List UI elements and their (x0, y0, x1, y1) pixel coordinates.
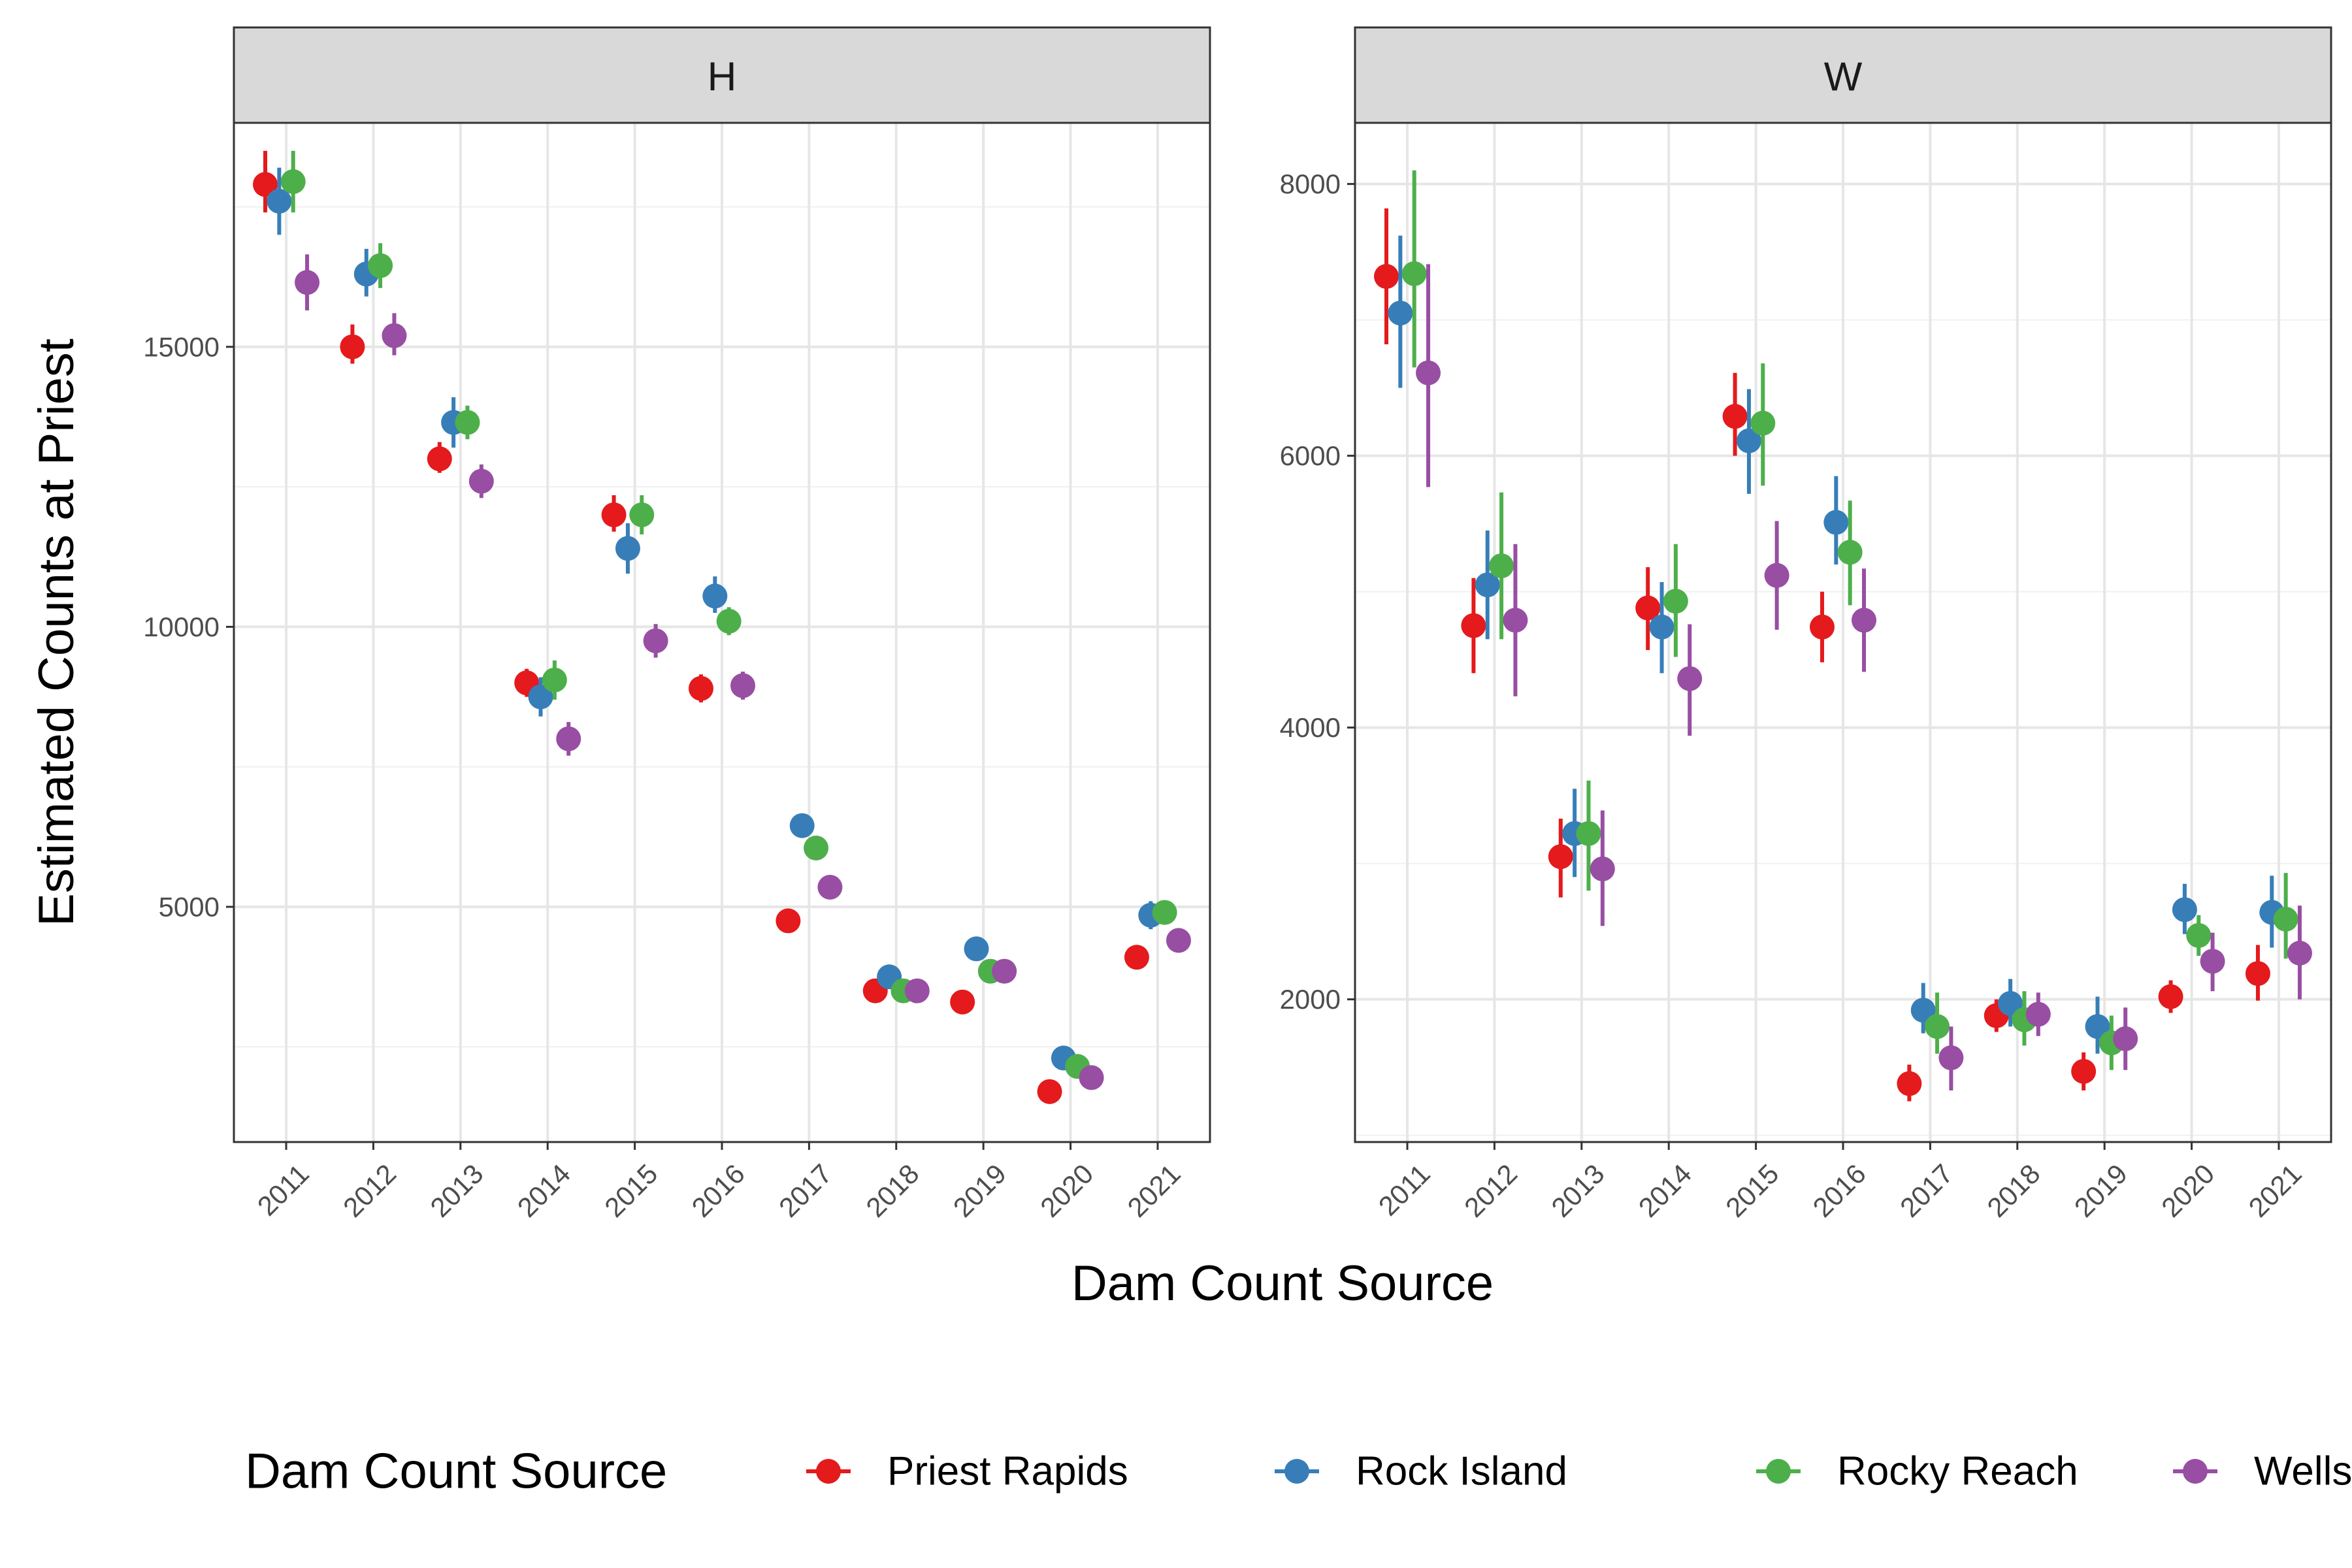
point-wells (1416, 360, 1441, 385)
point-rocky-reach (455, 410, 480, 435)
point-rocky-reach (368, 253, 393, 278)
point-rocky-reach (1576, 821, 1601, 846)
point-rock-island (964, 936, 989, 962)
point-rocky-reach (629, 502, 655, 527)
point-rock-island (1388, 301, 1413, 326)
point-rocky-reach (542, 667, 567, 693)
point-wells (1079, 1065, 1104, 1090)
y-axis-title: Estimated Counts at Priest (29, 338, 84, 926)
y-tick-label-h: 10000 (143, 612, 220, 642)
point-priest-rapids (950, 989, 975, 1015)
legend-label-wells: Wells (2254, 1449, 2352, 1494)
point-rock-island (615, 536, 640, 561)
point-wells (1677, 666, 1703, 691)
y-tick-label-w: 4000 (1280, 712, 1341, 743)
point-rock-island (2172, 897, 2197, 923)
point-priest-rapids (2158, 984, 2183, 1009)
point-wells (1764, 563, 1789, 588)
point-wells (643, 628, 668, 653)
point-priest-rapids (601, 502, 627, 527)
point-rocky-reach (280, 169, 306, 194)
point-priest-rapids (1124, 945, 1149, 970)
point-priest-rapids (1374, 264, 1399, 289)
legend-key-point-wells (2183, 1459, 2208, 1484)
point-wells (295, 270, 320, 295)
y-tick-label-w: 2000 (1280, 984, 1341, 1015)
facet-label-w: W (1824, 55, 1863, 100)
legend-label-priest-rapids: Priest Rapids (887, 1449, 1128, 1494)
legend: Dam Count Source Priest Rapids Rock Islan… (245, 1444, 2352, 1499)
point-wells (730, 673, 756, 698)
point-rock-island (1998, 990, 2023, 1016)
point-wells (1590, 856, 1615, 881)
point-rock-island (1649, 614, 1674, 640)
point-wells (556, 726, 581, 751)
legend-key-point-rocky-reach (1766, 1459, 1791, 1484)
point-rocky-reach (804, 836, 829, 860)
y-tick-label-h: 15000 (143, 331, 220, 362)
facet-strip-h (233, 26, 1211, 124)
point-rocky-reach (1489, 553, 1514, 579)
legend-label-rock-island: Rock Island (1356, 1449, 1567, 1494)
point-priest-rapids (1037, 1079, 1062, 1104)
point-rock-island (1910, 998, 1936, 1023)
legend-title: Dam Count Source (245, 1444, 667, 1499)
point-priest-rapids (340, 334, 365, 359)
point-wells (904, 978, 930, 1004)
point-rock-island (528, 684, 553, 710)
point-rocky-reach (2186, 923, 2212, 948)
point-wells (1938, 1045, 1964, 1071)
point-rocky-reach (1663, 589, 1688, 614)
point-rock-island (1736, 428, 1761, 453)
point-rocky-reach (1750, 410, 1776, 436)
point-rock-island (702, 583, 728, 609)
point-priest-rapids (1635, 595, 1661, 621)
point-priest-rapids (2245, 961, 2270, 987)
point-rocky-reach (1837, 540, 1863, 565)
legend-key-point-rock-island (1284, 1459, 1309, 1484)
point-rock-island (1475, 572, 1500, 598)
facet-strip-w (1354, 26, 2332, 124)
point-wells (382, 323, 407, 348)
point-priest-rapids (1722, 404, 1748, 429)
point-priest-rapids (1548, 844, 1573, 870)
point-priest-rapids (1897, 1071, 1922, 1096)
point-rock-island (1823, 510, 1849, 535)
point-rocky-reach (1152, 900, 1177, 925)
point-priest-rapids (776, 908, 801, 934)
point-priest-rapids (253, 172, 278, 197)
point-wells (992, 958, 1017, 984)
point-wells (2287, 940, 2312, 966)
legend-label-rocky-reach: Rocky Reach (1837, 1449, 2078, 1494)
point-rocky-reach (1925, 1014, 1950, 1039)
point-priest-rapids (1461, 613, 1486, 638)
point-priest-rapids (1809, 614, 1835, 640)
y-tick-label-w: 6000 (1280, 440, 1341, 471)
point-priest-rapids (427, 446, 452, 472)
point-rocky-reach (1401, 261, 1427, 286)
legend-key-point-priest-rapids (816, 1459, 841, 1484)
y-tick-label-h: 5000 (159, 892, 220, 923)
point-wells (2025, 1002, 2051, 1027)
point-rocky-reach (2273, 906, 2298, 932)
point-rock-island (267, 189, 292, 214)
x-axis-title: Dam Count Source (1071, 1256, 1494, 1311)
point-wells (2113, 1026, 2138, 1051)
point-wells (1503, 608, 1528, 633)
point-wells (468, 468, 494, 494)
point-wells (1166, 928, 1191, 953)
point-priest-rapids (688, 676, 713, 701)
y-tick-label-w: 8000 (1280, 169, 1341, 199)
facet-label-h: H (708, 55, 737, 100)
point-wells (817, 875, 843, 900)
point-rock-island (789, 813, 815, 838)
point-wells (1852, 608, 1877, 633)
point-rocky-reach (716, 608, 742, 634)
point-wells (2200, 949, 2225, 974)
point-rock-island (2085, 1014, 2110, 1039)
point-priest-rapids (2071, 1058, 2097, 1084)
